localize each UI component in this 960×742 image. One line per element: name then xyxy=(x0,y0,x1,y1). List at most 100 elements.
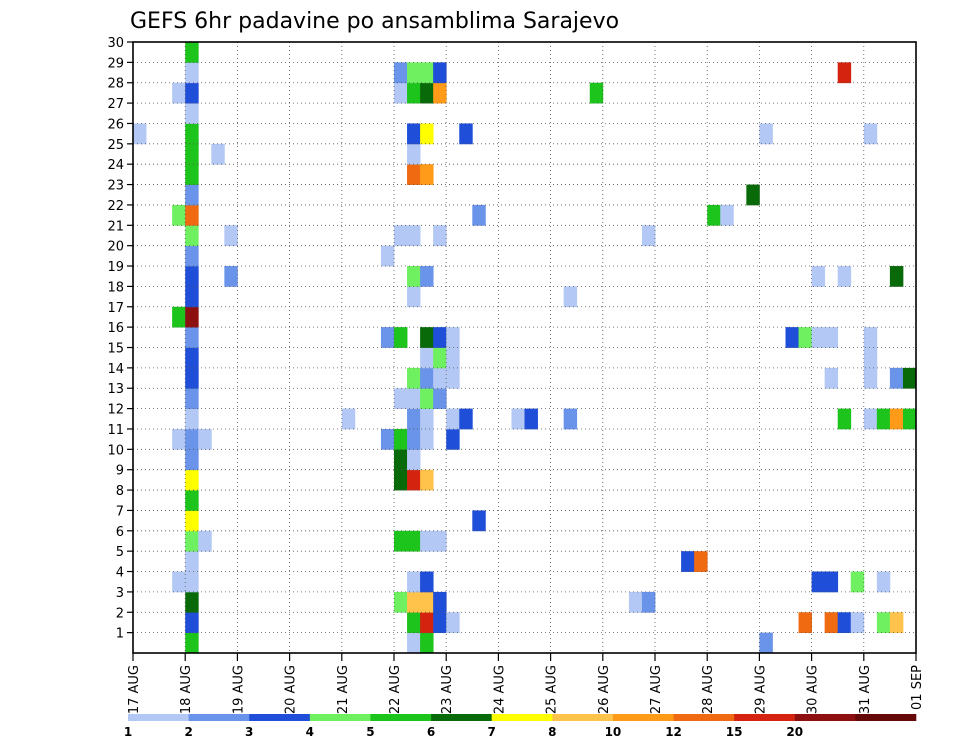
heatmap-cell xyxy=(433,612,447,634)
heatmap-cell xyxy=(407,530,421,552)
heatmap-cell xyxy=(876,571,891,593)
heatmap-cell xyxy=(185,327,199,348)
heatmap-cell xyxy=(185,408,199,430)
y-tick-label: 11 xyxy=(107,423,124,438)
heatmap-cells xyxy=(133,42,917,654)
y-tick-label: 18 xyxy=(107,280,124,295)
colorbar-label: 3 xyxy=(245,725,253,739)
heatmap-cell xyxy=(433,327,447,348)
heatmap-cell xyxy=(811,266,826,287)
colorbar-label: 15 xyxy=(726,725,743,739)
heatmap-cell xyxy=(641,591,656,613)
heatmap-cell xyxy=(433,225,447,247)
y-tick-label: 19 xyxy=(107,260,124,275)
heatmap-cell xyxy=(185,530,199,552)
colorbar-label: 20 xyxy=(786,725,803,739)
y-tick-label: 26 xyxy=(107,117,124,132)
heatmap-cell xyxy=(446,612,460,634)
y-tick-label: 24 xyxy=(107,158,124,173)
y-tick-label: 9 xyxy=(116,464,124,479)
heatmap-cell xyxy=(889,266,904,287)
x-tick-label: 24 AUG xyxy=(492,665,507,714)
heatmap-cell xyxy=(420,327,434,348)
heatmap-cell xyxy=(185,571,199,593)
heatmap-cell xyxy=(407,408,421,430)
heatmap-cell xyxy=(707,204,721,226)
x-tick-label: 29 AUG xyxy=(753,665,768,714)
heatmap-cell xyxy=(876,408,891,430)
heatmap-cell xyxy=(407,591,421,613)
heatmap-cell xyxy=(407,225,421,247)
colorbar-swatch xyxy=(249,714,311,721)
y-tick-label: 3 xyxy=(116,586,124,601)
heatmap-cell xyxy=(185,143,199,165)
heatmap-cell xyxy=(433,367,447,389)
heatmap-cell xyxy=(824,612,839,634)
x-tick-label: 30 AUG xyxy=(806,665,821,714)
heatmap-cell xyxy=(394,469,408,491)
heatmap-cell xyxy=(811,327,826,348)
heatmap-cell xyxy=(185,204,199,226)
x-axis: 17 AUG 18 AUG 19 AUG 20 AUG 21 AUG 22 AUG 23 A… xyxy=(127,653,925,714)
heatmap-cell xyxy=(185,103,199,124)
heatmap-cell xyxy=(172,204,186,226)
x-tick-label: 25 AUG xyxy=(545,665,560,714)
heatmap-cell xyxy=(172,82,186,104)
heatmap-cell xyxy=(185,123,199,145)
heatmap-cell xyxy=(185,449,199,471)
heatmap-cell xyxy=(563,286,578,308)
heatmap-cell xyxy=(446,367,460,389)
heatmap-cell xyxy=(798,327,812,348)
heatmap-cell xyxy=(524,408,538,430)
heatmap-cell xyxy=(798,612,812,634)
heatmap-cell xyxy=(198,530,212,552)
heatmap-cell xyxy=(837,408,852,430)
heatmap-cell xyxy=(433,530,447,552)
heatmap-cell xyxy=(420,82,434,104)
heatmap-cell xyxy=(211,143,225,165)
y-tick-label: 14 xyxy=(107,362,124,377)
heatmap-cell xyxy=(420,612,434,634)
heatmap-cell xyxy=(628,591,643,613)
heatmap-cell xyxy=(380,245,395,267)
heatmap-cell xyxy=(407,612,421,634)
colorbar-swatch xyxy=(612,714,674,721)
heatmap-cell xyxy=(420,408,434,430)
colorbar-swatch xyxy=(309,714,371,721)
grid-lines xyxy=(133,42,916,653)
heatmap-cell xyxy=(407,449,421,471)
heatmap-cell xyxy=(341,408,356,430)
heatmap-cell xyxy=(446,327,460,348)
y-tick-label: 5 xyxy=(116,545,124,560)
y-tick-label: 29 xyxy=(107,56,124,71)
x-tick-label: 18 AUG xyxy=(179,665,194,714)
heatmap-cell xyxy=(185,551,199,572)
x-tick-label: 26 AUG xyxy=(597,665,612,714)
heatmap-cell xyxy=(759,632,773,654)
heatmap-cell xyxy=(394,388,408,409)
x-tick-label: 21 AUG xyxy=(336,665,351,714)
heatmap-cell xyxy=(133,123,147,145)
heatmap-cell xyxy=(420,428,434,450)
x-tick-label: 28 AUG xyxy=(701,665,716,714)
y-tick-label: 6 xyxy=(116,525,124,540)
y-tick-label: 10 xyxy=(107,443,124,458)
y-tick-label: 23 xyxy=(107,179,124,194)
colorbar-swatch xyxy=(431,714,492,721)
heatmap-cell xyxy=(172,306,186,328)
y-tick-label: 22 xyxy=(107,199,124,214)
heatmap-cell xyxy=(420,530,434,552)
colorbar-swatch xyxy=(552,714,614,721)
heatmap-cell xyxy=(185,490,199,511)
heatmap-cell xyxy=(759,123,773,145)
colorbar-swatch xyxy=(794,714,856,721)
heatmap-cell xyxy=(746,184,760,206)
heatmap-cell xyxy=(420,367,434,389)
heatmap-cell xyxy=(824,571,839,593)
y-tick-label: 8 xyxy=(116,484,124,499)
heatmap-cell xyxy=(407,632,421,654)
y-tick-label: 13 xyxy=(107,382,124,397)
heatmap-cell xyxy=(433,62,447,84)
x-tick-label: 27 AUG xyxy=(649,665,664,714)
